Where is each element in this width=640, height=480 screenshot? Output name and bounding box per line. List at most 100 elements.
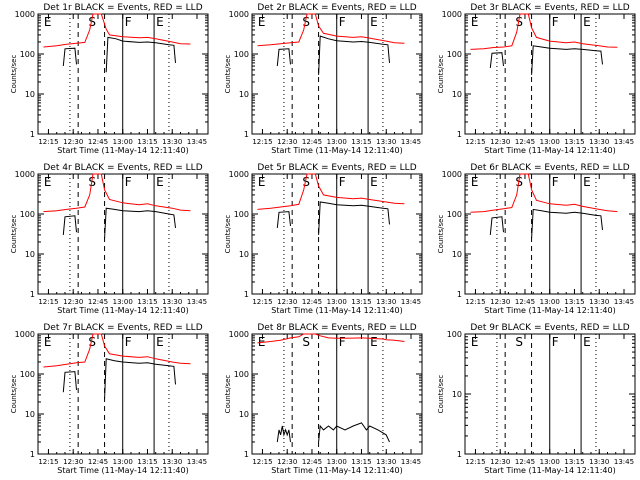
y-tick-label: 1 (244, 290, 249, 299)
time-marker-label: E (156, 15, 164, 29)
chart-title: Det 9r BLACK = Events, RED = LLD (470, 323, 629, 333)
time-marker-label: F (552, 175, 559, 189)
chart-panel-7r: Det 7r BLACK = Events, RED = LLD 1 10 100 10… (10, 323, 209, 475)
time-marker-label: S (88, 15, 96, 29)
x-tick-label: 13:00 (113, 458, 133, 466)
y-tick-label: 1000 (15, 330, 35, 339)
y-axis-label: Counts/sec (10, 215, 18, 254)
x-tick-label: 12:15 (38, 298, 58, 306)
y-tick-label: 100 (447, 210, 462, 219)
y-tick-label: 10 (452, 390, 462, 399)
series-line-events (105, 36, 176, 73)
y-tick-label: 100 (234, 50, 249, 59)
y-tick-label: 100 (20, 50, 35, 59)
series-line-events (104, 358, 176, 399)
series-line-events (531, 208, 603, 239)
series-line-lld (43, 173, 191, 213)
chart-title: Det 1r BLACK = Events, RED = LLD (43, 3, 202, 13)
y-axis-label: Counts/sec (437, 375, 445, 414)
time-marker-label: E (258, 175, 266, 189)
x-axis-label: Start Time (11-May-14 12:11:40) (484, 146, 615, 155)
chart-panel-8r: Det 8r BLACK = Events, RED = LLD 1 10 100 10… (224, 323, 423, 475)
x-tick-label: 13:15 (564, 458, 584, 466)
time-marker-label: E (44, 335, 52, 349)
y-tick-label: 1 (30, 130, 35, 139)
series-line-events (62, 47, 77, 67)
x-tick-label: 12:30 (277, 138, 297, 146)
chart-title: Det 8r BLACK = Events, RED = LLD (257, 323, 416, 333)
x-tick-label: 13:45 (401, 138, 421, 146)
y-tick-label: 1000 (229, 170, 249, 179)
chart-title: Det 4r BLACK = Events, RED = LLD (43, 163, 202, 173)
x-tick-label: 13:30 (162, 138, 182, 146)
x-tick-label: 12:45 (88, 138, 108, 146)
time-marker-label: E (471, 335, 479, 349)
x-tick-label: 13:15 (137, 138, 157, 146)
x-tick-label: 12:45 (88, 298, 108, 306)
x-axis-label: Start Time (11-May-14 12:11:40) (484, 306, 615, 315)
x-tick-label: 13:00 (327, 138, 347, 146)
series-line-lld (257, 173, 405, 210)
y-axis-label: Counts/sec (224, 375, 232, 414)
chart-panel-2r: Det 2r BLACK = Events, RED = LLD 1 10 100 10… (224, 3, 423, 155)
x-tick-label: 12:45 (88, 458, 108, 466)
series-line-events (318, 35, 390, 75)
time-marker-label: E (370, 335, 378, 349)
x-tick-label: 12:15 (38, 458, 58, 466)
chart-title: Det 3r BLACK = Events, RED = LLD (470, 3, 629, 13)
x-tick-label: 13:45 (614, 298, 634, 306)
x-tick-label: 12:45 (302, 458, 322, 466)
chart-title: Det 6r BLACK = Events, RED = LLD (470, 163, 629, 173)
series-line-events (489, 52, 504, 68)
x-axis-label: Start Time (11-May-14 12:11:40) (484, 466, 615, 475)
time-marker-label: F (125, 335, 132, 349)
x-tick-label: 12:15 (465, 138, 485, 146)
x-tick-label: 13:00 (327, 458, 347, 466)
series-line-lld (470, 13, 618, 50)
y-tick-label: 1000 (15, 170, 35, 179)
series-line-events (489, 216, 504, 235)
x-tick-label: 12:30 (277, 298, 297, 306)
y-axis-label: Counts/sec (10, 55, 18, 94)
x-tick-label: 13:00 (327, 298, 347, 306)
time-marker-label: E (44, 15, 52, 29)
series-line-lld (43, 333, 191, 368)
y-tick-label: 10 (25, 410, 35, 419)
chart-title: Det 5r BLACK = Events, RED = LLD (257, 163, 416, 173)
x-axis-label: Start Time (11-May-14 12:11:40) (57, 306, 188, 315)
x-tick-label: 12:30 (490, 138, 510, 146)
y-tick-label: 1 (457, 130, 462, 139)
y-tick-label: 1 (457, 450, 462, 459)
time-marker-label: E (156, 335, 164, 349)
series-line-lld (257, 333, 405, 344)
x-tick-label: 13:30 (589, 298, 609, 306)
x-tick-label: 13:45 (614, 458, 634, 466)
y-tick-label: 10 (452, 90, 462, 99)
x-tick-label: 12:30 (63, 298, 83, 306)
x-tick-label: 13:45 (187, 458, 207, 466)
x-tick-label: 12:45 (515, 138, 535, 146)
x-tick-label: 13:15 (137, 298, 157, 306)
time-marker-label: E (471, 175, 479, 189)
x-axis-label: Start Time (11-May-14 12:11:40) (271, 466, 402, 475)
y-tick-label: 10 (239, 410, 249, 419)
x-tick-label: 12:45 (515, 298, 535, 306)
x-tick-label: 13:30 (376, 138, 396, 146)
x-tick-label: 12:30 (490, 298, 510, 306)
series-line-events (276, 425, 291, 443)
x-tick-label: 12:30 (490, 458, 510, 466)
time-marker-label: F (125, 15, 132, 29)
series-line-events (531, 45, 603, 75)
x-axis-label: Start Time (11-May-14 12:11:40) (57, 146, 188, 155)
series-line-lld (470, 173, 618, 213)
time-marker-label: F (339, 335, 346, 349)
x-tick-label: 13:00 (540, 298, 560, 306)
y-tick-label: 100 (447, 330, 462, 339)
x-tick-label: 12:30 (63, 138, 83, 146)
y-tick-label: 100 (20, 210, 35, 219)
x-tick-label: 12:30 (63, 458, 83, 466)
y-tick-label: 1 (457, 290, 462, 299)
series-line-lld (43, 13, 191, 48)
x-axis-label: Start Time (11-May-14 12:11:40) (271, 146, 402, 155)
x-tick-label: 12:45 (302, 138, 322, 146)
